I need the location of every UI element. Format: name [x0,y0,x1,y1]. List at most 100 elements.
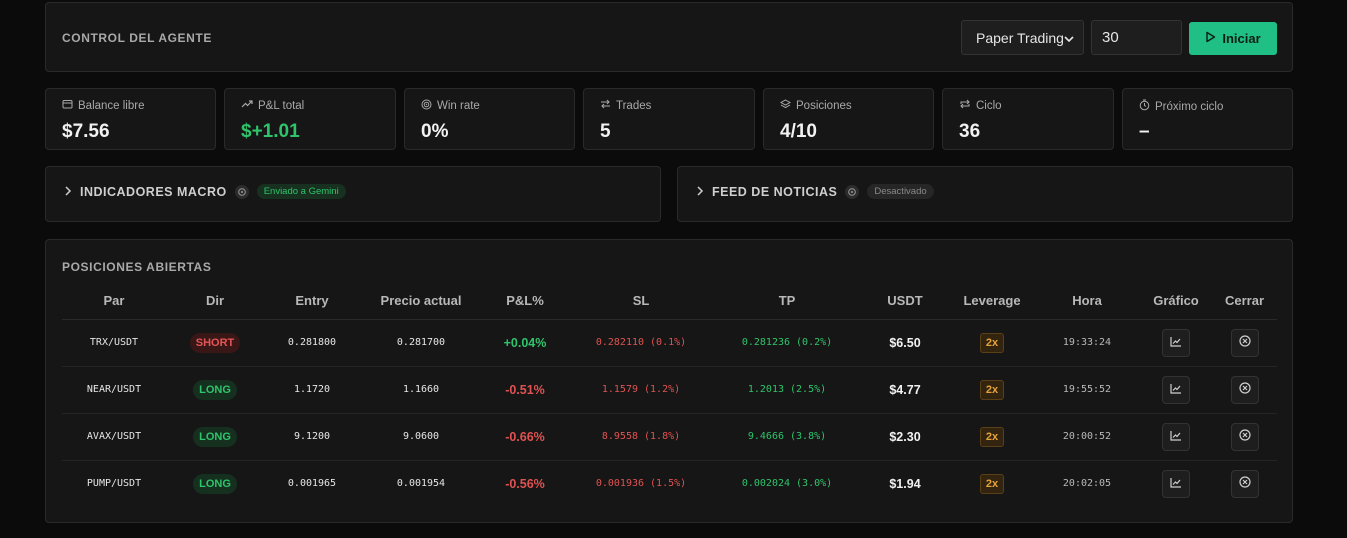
sl-cell: 1.1579 (1.2%) [568,366,714,414]
close-circle-icon [1238,429,1251,444]
column-header: TP [714,282,860,320]
chevron-right-icon [696,185,704,199]
stat-value: $7.56 [62,121,110,142]
table-row: TRX/USDT SHORT 0.281800 0.281700 +0.04% … [62,319,1277,367]
entry-cell: 1.1720 [264,366,360,414]
chevron-down-icon [1063,32,1075,48]
cycle-count-input[interactable]: 30 [1091,20,1182,55]
help-icon[interactable] [845,184,860,199]
stat-label: Próximo ciclo [1155,100,1224,113]
open-positions-panel: POSICIONES ABIERTAS Par Dir Entry Precio… [45,239,1293,523]
price-cell: 1.1660 [360,366,482,414]
stat-value: 0% [421,121,449,142]
close-circle-icon [1238,476,1251,491]
pair-cell: NEAR/USDT [62,366,166,414]
usdt-cell: $4.77 [860,366,950,414]
pair-cell: PUMP/USDT [86,478,142,490]
tp-cell: 0.281236 (0.2%) [714,319,860,367]
close-position-button[interactable] [1230,375,1259,404]
stat-card-cycle: Ciclo 36 [942,88,1114,150]
stat-label: P&L total [258,99,305,112]
chart-button[interactable] [1162,422,1190,451]
column-header: Dir [166,282,264,320]
start-button[interactable]: Iniciar [1189,22,1277,55]
time-cell: 20:00:52 [1034,413,1140,461]
stat-value: $+1.01 [241,121,300,142]
close-circle-icon [1238,382,1251,397]
close-position-button[interactable] [1230,469,1259,498]
pnl-cell: -0.56% [505,476,545,491]
stat-card-trades: Trades 5 [583,88,755,150]
price-cell: 9.0600 [360,413,482,461]
pnl-cell: -0.66% [482,413,568,461]
open-positions-title: POSICIONES ABIERTAS [62,260,212,274]
stat-card-next-cycle: Próximo ciclo – [1122,88,1293,150]
time-cell: 19:55:52 [1034,366,1140,414]
table-header-row: Par Dir Entry Precio actual P&L% SL TP U… [62,282,1277,320]
time-cell: 20:02:05 [1062,478,1112,490]
tp-cell: 9.4666 (3.8%) [714,413,860,461]
chart-button[interactable] [1162,375,1190,404]
leverage-badge: 2x [979,332,1005,353]
sl-cell: 0.282110 (0.1%) [568,319,714,367]
column-header: USDT [860,282,950,320]
leverage-badge: 2x [979,426,1005,447]
trending-up-icon [241,99,253,112]
column-header: Gráfico [1140,282,1212,320]
sl-cell: 8.9558 (1.8%) [568,413,714,461]
positions-table: Par Dir Entry Precio actual P&L% SL TP U… [62,282,1277,507]
chart-icon [1170,336,1182,350]
target-icon [421,99,432,113]
wallet-icon [62,99,73,112]
chart-icon [1170,383,1182,397]
tp-cell: 1.2013 (2.5%) [714,366,860,414]
column-header: Precio actual [360,282,482,320]
stat-value: – [1139,121,1150,142]
stat-value: 36 [959,121,981,142]
pair-cell: AVAX/USDT [62,413,166,461]
close-circle-icon [1238,335,1251,350]
stat-card-positions: Posiciones 4/10 [763,88,934,150]
agent-control-title: CONTROL DEL AGENTE [62,31,212,45]
chart-button[interactable] [1162,328,1190,357]
stat-value: 5 [600,121,611,142]
close-position-button[interactable] [1230,328,1259,357]
sl-cell: 0.001936 (1.5%) [595,478,687,490]
direction-badge: SHORT [189,332,241,353]
start-button-label: Iniciar [1222,31,1261,46]
column-header: Entry [264,282,360,320]
leverage-badge: 2x [979,473,1005,494]
trading-mode-select[interactable]: Paper Trading [961,20,1084,55]
column-header: P&L% [482,282,568,320]
table-row: NEAR/USDT LONG 1.1720 1.1660 -0.51% 1.15… [62,366,1277,414]
stat-label: Trades [616,99,652,112]
close-position-button[interactable] [1230,422,1259,451]
agent-control-panel: CONTROL DEL AGENTE Paper Trading 30 Inic… [45,2,1293,72]
price-cell: 0.001954 [396,478,446,490]
column-header: Cerrar [1212,282,1277,320]
trading-mode-value: Paper Trading [976,29,1064,46]
stat-label: Win rate [437,100,480,112]
macro-indicators-title: INDICADORES MACRO [80,184,227,199]
pair-cell: TRX/USDT [62,319,166,367]
column-header: Par [62,282,166,320]
chevron-right-icon [64,185,72,199]
help-icon[interactable] [234,184,249,199]
stat-value: 4/10 [780,121,817,142]
column-header: Leverage [950,282,1034,320]
status-badge: Enviado a Gemini [256,184,346,199]
stat-label: Posiciones [796,100,852,112]
leverage-badge: 2x [979,379,1005,400]
stat-card-winrate: Win rate 0% [404,88,575,150]
stat-label: Ciclo [976,99,1002,112]
macro-indicators-section[interactable]: INDICADORES MACRO Enviado a Gemini [45,166,661,222]
entry-cell: 9.1200 [264,413,360,461]
news-feed-section[interactable]: FEED DE NOTICIAS Desactivado [677,166,1293,222]
timer-icon [1139,99,1150,114]
entry-cell: 0.001965 [287,478,337,490]
price-cell: 0.281700 [360,319,482,367]
chart-button[interactable] [1162,469,1190,498]
usdt-cell: $1.94 [889,476,921,491]
table-row: PUMP/USDT LONG 0.001965 0.001954 -0.56% … [62,460,1277,507]
layers-icon [779,99,792,113]
